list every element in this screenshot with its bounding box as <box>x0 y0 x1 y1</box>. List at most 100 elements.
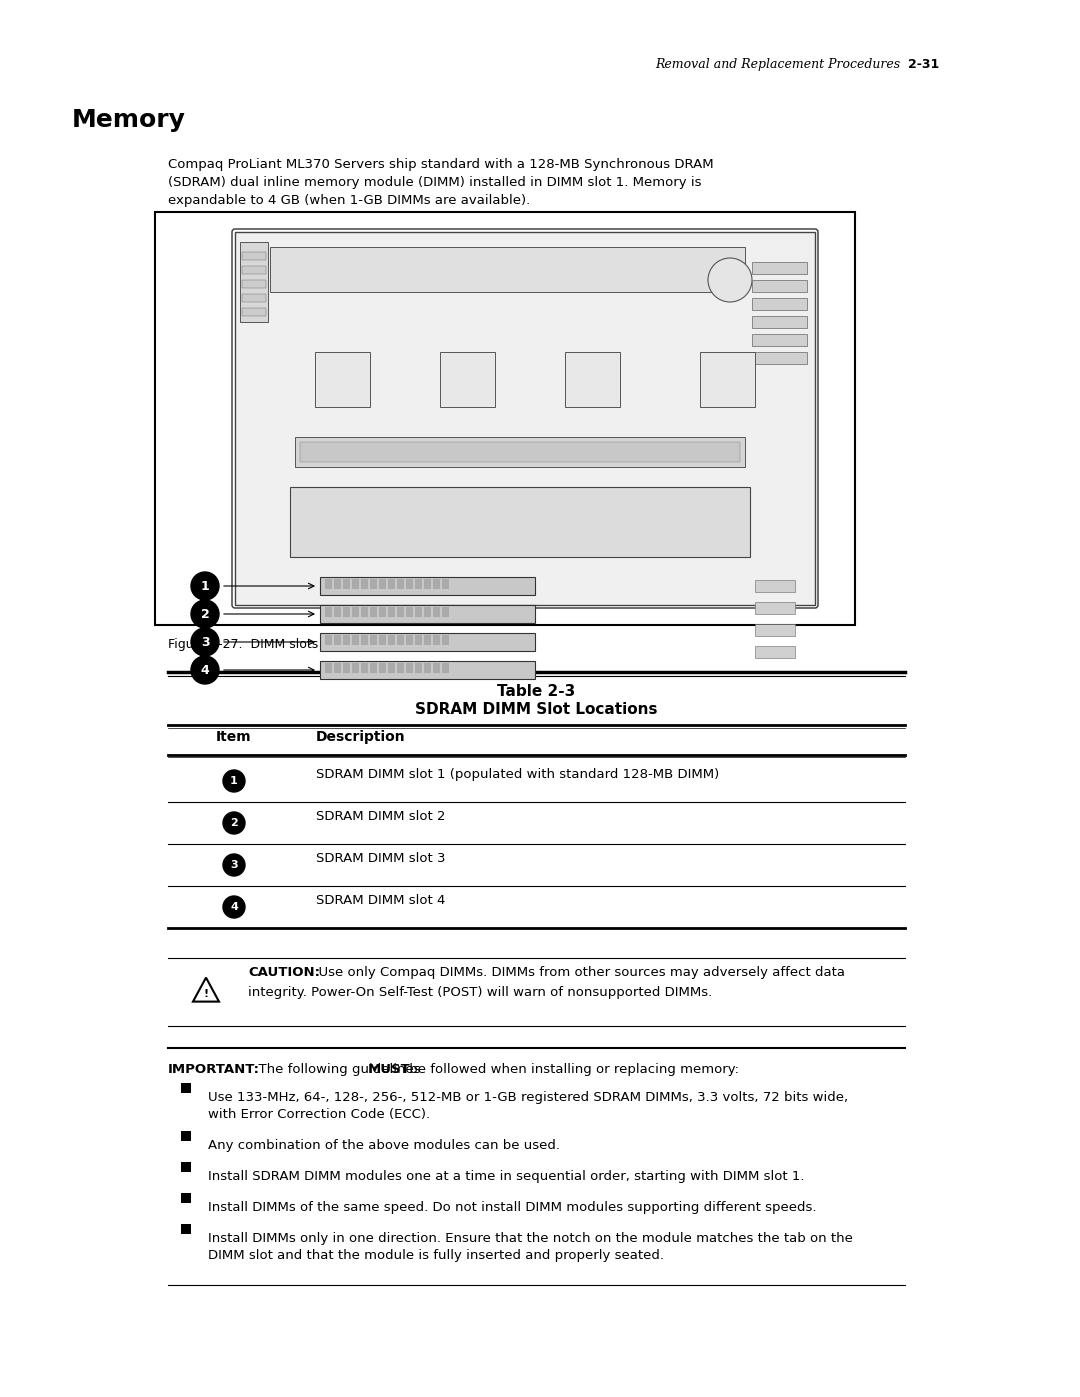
Bar <box>370 636 377 645</box>
Circle shape <box>191 657 219 685</box>
Bar <box>379 636 386 645</box>
Text: SDRAM DIMM slot 2: SDRAM DIMM slot 2 <box>316 810 446 823</box>
Text: SDRAM DIMM Slot Locations: SDRAM DIMM Slot Locations <box>415 703 658 717</box>
Circle shape <box>222 854 245 876</box>
Bar <box>388 636 395 645</box>
Bar <box>242 265 266 274</box>
Circle shape <box>222 812 245 834</box>
Bar <box>433 578 440 590</box>
Text: SDRAM DIMM slot 3: SDRAM DIMM slot 3 <box>316 852 446 865</box>
Bar <box>379 664 386 673</box>
Bar <box>700 352 755 407</box>
Text: SDRAM DIMM slot 1 (populated with standard 128-MB DIMM): SDRAM DIMM slot 1 (populated with standa… <box>316 768 719 781</box>
Text: 2-31: 2-31 <box>908 59 940 71</box>
Text: Use 133-MHz, 64-, 128-, 256-, 512-MB or 1-GB registered SDRAM DIMMs, 3.3 volts, : Use 133-MHz, 64-, 128-, 256-, 512-MB or … <box>208 1091 848 1104</box>
Bar <box>361 664 368 673</box>
Text: integrity. Power-On Self-Test (POST) will warn of nonsupported DIMMs.: integrity. Power-On Self-Test (POST) wil… <box>248 986 712 999</box>
Bar <box>397 664 404 673</box>
Bar <box>370 664 377 673</box>
Text: MUST: MUST <box>368 1063 410 1076</box>
Bar <box>397 578 404 590</box>
Bar <box>388 664 395 673</box>
Circle shape <box>222 770 245 792</box>
Text: Table 2-3: Table 2-3 <box>498 685 576 698</box>
Bar <box>388 578 395 590</box>
Bar <box>755 624 795 636</box>
Bar <box>320 661 535 679</box>
Bar <box>424 636 431 645</box>
Bar <box>334 578 341 590</box>
Text: 4: 4 <box>201 664 210 676</box>
Bar <box>406 608 413 617</box>
Bar <box>291 488 750 557</box>
Bar <box>315 352 370 407</box>
Bar <box>343 578 350 590</box>
Bar <box>352 636 359 645</box>
Text: Description: Description <box>316 731 406 745</box>
Bar <box>424 578 431 590</box>
Bar <box>379 608 386 617</box>
Bar <box>242 307 266 316</box>
Bar <box>320 605 535 623</box>
Bar <box>755 602 795 615</box>
Bar <box>334 664 341 673</box>
Text: Any combination of the above modules can be used.: Any combination of the above modules can… <box>208 1139 561 1153</box>
Bar <box>325 636 332 645</box>
Circle shape <box>708 258 752 302</box>
Text: IMPORTANT:: IMPORTANT: <box>168 1063 260 1076</box>
Bar <box>156 212 855 624</box>
Bar <box>242 251 266 260</box>
Bar <box>415 608 422 617</box>
Bar <box>334 636 341 645</box>
Bar <box>406 636 413 645</box>
Bar <box>334 608 341 617</box>
Text: !: ! <box>203 989 208 999</box>
Bar <box>755 645 795 658</box>
Bar <box>343 608 350 617</box>
Bar <box>325 608 332 617</box>
Bar <box>181 1162 191 1172</box>
Text: (SDRAM) dual inline memory module (DIMM) installed in DIMM slot 1. Memory is: (SDRAM) dual inline memory module (DIMM)… <box>168 176 702 189</box>
Bar <box>752 298 807 310</box>
Text: 3: 3 <box>201 636 210 648</box>
Text: Figure 2-27.  DIMM slots on the system board: Figure 2-27. DIMM slots on the system bo… <box>168 638 451 651</box>
Bar <box>379 578 386 590</box>
Bar <box>424 608 431 617</box>
Bar <box>181 1193 191 1203</box>
Bar <box>325 664 332 673</box>
Text: 2: 2 <box>230 819 238 828</box>
Bar <box>406 664 413 673</box>
Bar <box>295 437 745 467</box>
Bar <box>181 1132 191 1141</box>
Text: Memory: Memory <box>72 108 186 131</box>
Bar <box>181 1224 191 1234</box>
Bar <box>442 578 449 590</box>
Bar <box>300 441 740 462</box>
Text: SDRAM DIMM slot 4: SDRAM DIMM slot 4 <box>316 894 445 907</box>
Bar <box>370 578 377 590</box>
Bar <box>752 263 807 274</box>
Bar <box>352 578 359 590</box>
Bar <box>752 352 807 365</box>
Text: 4: 4 <box>230 902 238 912</box>
Bar <box>415 636 422 645</box>
Text: Install SDRAM DIMM modules one at a time in sequential order, starting with DIMM: Install SDRAM DIMM modules one at a time… <box>208 1171 805 1183</box>
Text: Use only Compaq DIMMs. DIMMs from other sources may adversely affect data: Use only Compaq DIMMs. DIMMs from other … <box>310 965 845 979</box>
Text: The following guidelines: The following guidelines <box>249 1063 424 1076</box>
Bar <box>320 633 535 651</box>
Text: with Error Correction Code (ECC).: with Error Correction Code (ECC). <box>208 1108 430 1120</box>
Bar <box>406 578 413 590</box>
Circle shape <box>191 571 219 599</box>
Bar <box>343 636 350 645</box>
Text: 3: 3 <box>230 861 238 870</box>
Bar <box>361 636 368 645</box>
Text: Removal and Replacement Procedures: Removal and Replacement Procedures <box>654 59 900 71</box>
Text: 1: 1 <box>230 775 238 787</box>
Bar <box>415 664 422 673</box>
Bar <box>752 316 807 328</box>
Text: 2: 2 <box>201 608 210 620</box>
Bar <box>235 232 815 605</box>
Bar <box>433 608 440 617</box>
Text: Install DIMMs of the same speed. Do not install DIMM modules supporting differen: Install DIMMs of the same speed. Do not … <box>208 1201 816 1214</box>
Bar <box>433 636 440 645</box>
